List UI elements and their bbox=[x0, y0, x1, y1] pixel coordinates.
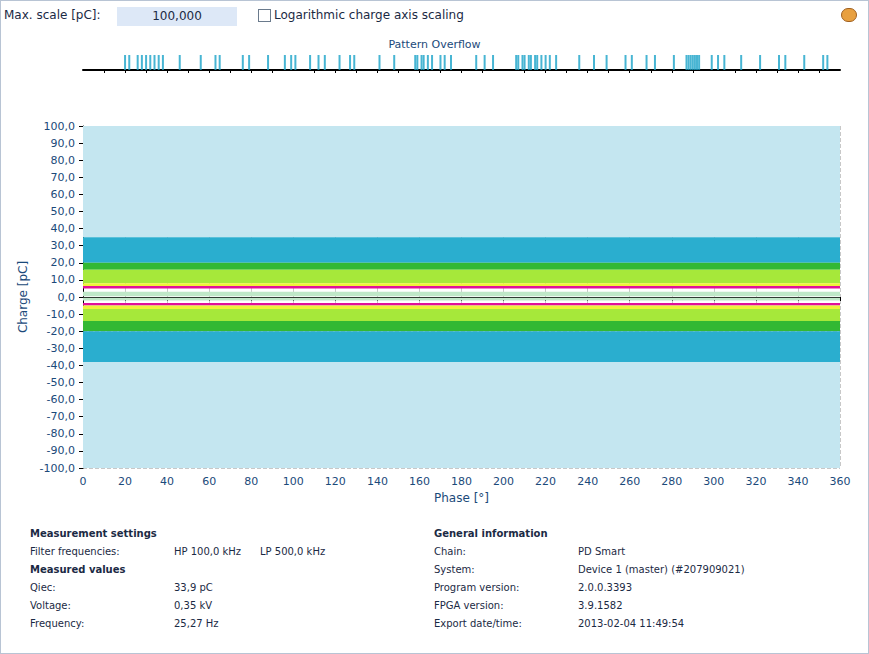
svg-text:0,0: 0,0 bbox=[58, 291, 76, 304]
svg-text:160: 160 bbox=[409, 475, 430, 488]
svg-text:20: 20 bbox=[118, 475, 132, 488]
svg-text:200: 200 bbox=[493, 475, 514, 488]
svg-text:260: 260 bbox=[619, 475, 640, 488]
html-text:Chain:: Chain: bbox=[434, 546, 466, 557]
svg-text:340: 340 bbox=[787, 475, 808, 488]
html-text:General information: General information bbox=[434, 528, 548, 539]
svg-text:-30,0: -30,0 bbox=[47, 342, 75, 355]
html-text:Frequency:: Frequency: bbox=[30, 618, 85, 629]
svg-text:0: 0 bbox=[80, 475, 87, 488]
svg-text:300: 300 bbox=[703, 475, 724, 488]
svg-text:220: 220 bbox=[535, 475, 556, 488]
svg-text:60,0: 60,0 bbox=[51, 188, 76, 201]
html-text:Voltage:: Voltage: bbox=[30, 600, 71, 611]
svg-text:-60,0: -60,0 bbox=[47, 393, 75, 406]
svg-text:280: 280 bbox=[661, 475, 682, 488]
svg-text:140: 140 bbox=[367, 475, 388, 488]
svg-text:100: 100 bbox=[283, 475, 304, 488]
svg-text:90,0: 90,0 bbox=[51, 137, 76, 150]
html-text:HP 100,0 kHz: HP 100,0 kHz bbox=[174, 546, 242, 557]
html-text:2.0.0.3393: 2.0.0.3393 bbox=[578, 582, 633, 593]
html-text:25,27 Hz: 25,27 Hz bbox=[174, 618, 219, 629]
html-text:Filter frequencies:: Filter frequencies: bbox=[30, 546, 120, 557]
svg-text:40: 40 bbox=[160, 475, 174, 488]
svg-text:180: 180 bbox=[451, 475, 472, 488]
svg-text:-70,0: -70,0 bbox=[47, 410, 75, 423]
html-text:Max. scale [pC]:: Max. scale [pC]: bbox=[4, 8, 101, 22]
html-text:Measured values: Measured values bbox=[30, 564, 126, 575]
svg-text:-100,0: -100,0 bbox=[40, 462, 75, 475]
svg-text:240: 240 bbox=[577, 475, 598, 488]
svg-text:10,0: 10,0 bbox=[51, 273, 76, 286]
html-text:System:: System: bbox=[434, 564, 475, 575]
svg-text:Phase [°]: Phase [°] bbox=[434, 491, 489, 505]
html-text:FPGA version:: FPGA version: bbox=[434, 600, 504, 611]
svg-text:Charge [pC]: Charge [pC] bbox=[16, 261, 30, 333]
html-text:3.9.1582: 3.9.1582 bbox=[578, 600, 623, 611]
svg-text:-20,0: -20,0 bbox=[47, 325, 75, 338]
html-text:Export date/time:: Export date/time: bbox=[434, 618, 522, 629]
html-text:2013-02-04 11:49:54: 2013-02-04 11:49:54 bbox=[578, 618, 685, 629]
svg-text:-50,0: -50,0 bbox=[47, 376, 75, 389]
svg-text:70,0: 70,0 bbox=[51, 171, 76, 184]
svg-text:40,0: 40,0 bbox=[51, 222, 76, 235]
html-text:Program version:: Program version: bbox=[434, 582, 520, 593]
svg-text:-80,0: -80,0 bbox=[47, 427, 75, 440]
html-text:Measurement settings: Measurement settings bbox=[30, 528, 157, 539]
svg-text:50,0: 50,0 bbox=[51, 205, 76, 218]
svg-text:100,0: 100,0 bbox=[44, 120, 76, 133]
svg-text:60: 60 bbox=[202, 475, 216, 488]
html-text:0,35 kV: 0,35 kV bbox=[174, 600, 213, 611]
svg-text:80: 80 bbox=[244, 475, 258, 488]
svg-text:-10,0: -10,0 bbox=[47, 308, 75, 321]
html-text:Logarithmic charge axis scalin: Logarithmic charge axis scaling bbox=[274, 8, 464, 22]
svg-text:30,0: 30,0 bbox=[51, 239, 76, 252]
svg-text:120: 120 bbox=[325, 475, 346, 488]
html-text:33,9 pC: 33,9 pC bbox=[174, 582, 213, 593]
svg-text:80,0: 80,0 bbox=[51, 154, 76, 167]
html-text:100,000: 100,000 bbox=[152, 9, 202, 23]
svg-text:-90,0: -90,0 bbox=[47, 444, 75, 457]
svg-text:Pattern Overflow: Pattern Overflow bbox=[388, 38, 480, 51]
svg-text:20,0: 20,0 bbox=[51, 256, 76, 269]
svg-text:-40,0: -40,0 bbox=[47, 359, 75, 372]
html-text:PD Smart: PD Smart bbox=[578, 546, 626, 557]
html-text:Device 1 (master) (#207909021): Device 1 (master) (#207909021) bbox=[578, 564, 745, 575]
html-text:LP 500,0 kHz: LP 500,0 kHz bbox=[260, 546, 326, 557]
svg-text:360: 360 bbox=[830, 475, 851, 488]
svg-text:320: 320 bbox=[745, 475, 766, 488]
html-text:Qiec:: Qiec: bbox=[30, 582, 56, 593]
